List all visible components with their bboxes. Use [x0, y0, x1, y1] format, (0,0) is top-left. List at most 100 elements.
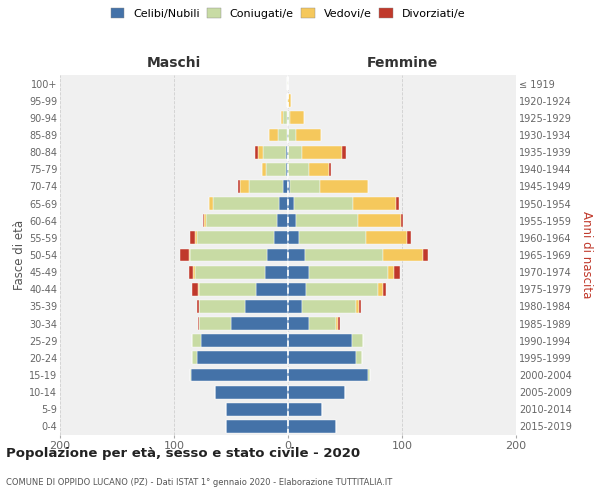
Bar: [329, 163, 331, 175]
Bar: [365, 232, 407, 244]
Bar: [288, 112, 290, 124]
Bar: [266, 163, 286, 175]
Bar: [231, 317, 288, 330]
Bar: [397, 197, 398, 210]
Bar: [226, 403, 288, 415]
Bar: [401, 214, 403, 227]
Bar: [341, 146, 346, 158]
Bar: [290, 180, 320, 193]
Bar: [199, 300, 245, 313]
Bar: [202, 334, 288, 347]
Bar: [197, 232, 274, 244]
Bar: [281, 112, 283, 124]
Bar: [388, 266, 394, 278]
Bar: [378, 283, 383, 296]
Bar: [191, 368, 288, 382]
Bar: [352, 334, 363, 347]
Bar: [190, 248, 268, 262]
Bar: [268, 248, 288, 262]
Bar: [422, 248, 428, 262]
Bar: [238, 180, 240, 193]
Text: Maschi: Maschi: [147, 56, 201, 70]
Bar: [288, 420, 336, 433]
Bar: [283, 112, 287, 124]
Bar: [213, 197, 279, 210]
Bar: [192, 352, 197, 364]
Bar: [203, 214, 206, 227]
Bar: [288, 368, 368, 382]
Bar: [265, 266, 288, 278]
Bar: [288, 232, 299, 244]
Bar: [240, 180, 249, 193]
Bar: [274, 232, 288, 244]
Bar: [356, 300, 359, 313]
Bar: [294, 197, 353, 210]
Bar: [193, 266, 194, 278]
Bar: [356, 352, 362, 364]
Bar: [286, 146, 288, 158]
Bar: [296, 128, 321, 141]
Bar: [286, 163, 288, 175]
Bar: [288, 128, 296, 141]
Bar: [299, 232, 365, 244]
Bar: [198, 283, 199, 296]
Bar: [192, 334, 202, 347]
Bar: [226, 420, 288, 433]
Bar: [308, 317, 336, 330]
Bar: [288, 163, 308, 175]
Bar: [288, 317, 308, 330]
Bar: [288, 94, 292, 107]
Bar: [394, 266, 400, 278]
Bar: [383, 248, 422, 262]
Bar: [338, 317, 340, 330]
Bar: [199, 283, 256, 296]
Bar: [288, 266, 308, 278]
Bar: [288, 146, 302, 158]
Y-axis label: Fasce di età: Fasce di età: [13, 220, 26, 290]
Bar: [302, 146, 341, 158]
Bar: [288, 214, 296, 227]
Bar: [287, 128, 288, 141]
Bar: [288, 334, 352, 347]
Bar: [308, 163, 329, 175]
Bar: [320, 180, 368, 193]
Bar: [288, 300, 302, 313]
Bar: [277, 214, 288, 227]
Bar: [336, 317, 338, 330]
Bar: [192, 283, 198, 296]
Bar: [189, 248, 190, 262]
Bar: [407, 232, 411, 244]
Bar: [189, 266, 193, 278]
Bar: [288, 386, 345, 398]
Bar: [194, 232, 197, 244]
Bar: [358, 214, 401, 227]
Bar: [279, 197, 288, 210]
Bar: [308, 266, 388, 278]
Bar: [278, 128, 287, 141]
Text: Femmine: Femmine: [367, 56, 437, 70]
Bar: [198, 317, 199, 330]
Bar: [287, 77, 288, 90]
Bar: [206, 214, 277, 227]
Bar: [197, 352, 288, 364]
Text: Popolazione per età, sesso e stato civile - 2020: Popolazione per età, sesso e stato civil…: [6, 448, 360, 460]
Bar: [262, 163, 266, 175]
Bar: [368, 368, 370, 382]
Bar: [215, 386, 288, 398]
Bar: [288, 248, 305, 262]
Y-axis label: Anni di nascita: Anni di nascita: [580, 212, 593, 298]
Bar: [194, 266, 265, 278]
Bar: [209, 197, 213, 210]
Bar: [190, 232, 194, 244]
Bar: [180, 248, 189, 262]
Bar: [359, 300, 361, 313]
Bar: [287, 112, 288, 124]
Legend: Celibi/Nubili, Coniugati/e, Vedovi/e, Divorziati/e: Celibi/Nubili, Coniugati/e, Vedovi/e, Di…: [111, 8, 465, 19]
Bar: [383, 283, 386, 296]
Bar: [190, 368, 191, 382]
Bar: [353, 197, 397, 210]
Bar: [255, 146, 259, 158]
Bar: [296, 214, 358, 227]
Bar: [288, 283, 306, 296]
Bar: [288, 403, 322, 415]
